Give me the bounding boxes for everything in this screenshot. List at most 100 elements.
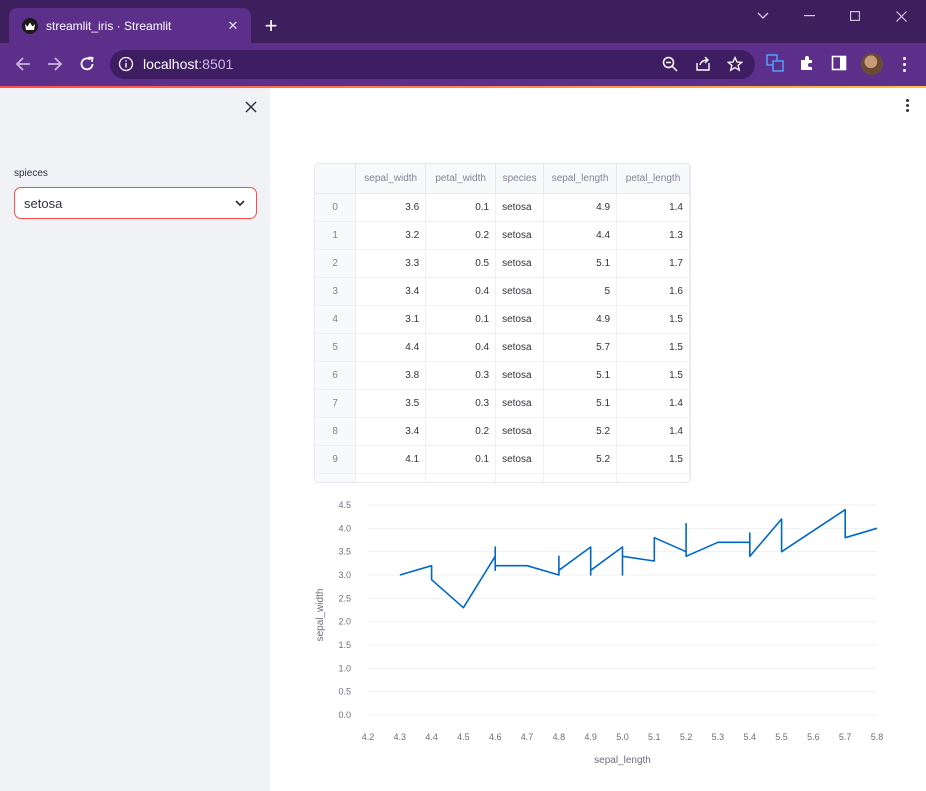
table-cell[interactable]: 3.1 [355,305,427,334]
row-index[interactable]: 8 [315,417,357,446]
table-cell[interactable]: setosa [495,221,545,250]
row-index[interactable]: 2 [315,249,357,278]
table-cell[interactable]: 4.9 [543,193,618,222]
index-header[interactable] [315,164,357,194]
row-index[interactable]: 6 [315,361,357,390]
close-window-button[interactable] [878,4,924,28]
maximize-button[interactable] [832,4,878,28]
main-menu-icon[interactable] [902,99,912,113]
column-header-petal_length[interactable]: petal_length [616,164,690,194]
table-cell[interactable]: 3.4 [355,417,427,446]
minimize-button[interactable] [786,4,832,28]
table-cell[interactable]: 5.1 [543,389,618,418]
table-row[interactable]: 5 4.4 0.4 setosa 5.7 1.5 [315,333,690,362]
reload-button[interactable] [73,50,101,78]
table-cell[interactable]: 4.1 [355,445,427,474]
table-cell[interactable]: 5 [543,277,618,306]
table-cell[interactable]: 1.7 [616,249,690,278]
browser-tab[interactable]: streamlit_iris · Streamlit ✕ [9,8,251,43]
table-cell[interactable]: 1.6 [616,277,690,306]
table-cell[interactable]: setosa [495,445,545,474]
table-cell[interactable]: 5.1 [543,249,618,278]
table-cell[interactable] [495,473,545,482]
row-index[interactable] [315,473,357,482]
table-row[interactable]: 7 3.5 0.3 setosa 5.1 1.4 [315,389,690,418]
column-header-species[interactable]: species [495,164,545,194]
table-cell[interactable]: 0.2 [425,221,497,250]
table-cell[interactable]: 0.4 [425,277,497,306]
row-index[interactable]: 0 [315,193,357,222]
table-row[interactable]: 4 3.1 0.1 setosa 4.9 1.5 [315,305,690,334]
zoom-icon[interactable] [659,53,681,75]
table-cell[interactable]: 0.5 [425,249,497,278]
table-cell[interactable]: setosa [495,305,545,334]
table-cell[interactable]: 1.5 [616,333,690,362]
browser-menu-icon[interactable] [895,53,913,75]
table-cell[interactable]: setosa [495,389,545,418]
table-cell[interactable]: 5.1 [543,361,618,390]
table-cell[interactable]: 3.3 [355,249,427,278]
table-cell[interactable]: 4.4 [543,221,618,250]
table-cell[interactable] [543,473,618,482]
site-info-icon[interactable] [118,56,134,72]
table-cell[interactable]: 1.3 [616,221,690,250]
table-cell[interactable]: 3.4 [355,277,427,306]
bookmark-star-icon[interactable] [724,53,746,75]
table-cell[interactable]: setosa [495,249,545,278]
row-index[interactable]: 7 [315,389,357,418]
table-cell[interactable]: 3.8 [355,361,427,390]
address-bar[interactable] [110,50,755,79]
table-cell[interactable]: 0.3 [425,361,497,390]
table-cell[interactable]: setosa [495,333,545,362]
table-cell[interactable]: 5.2 [543,445,618,474]
table-cell[interactable]: 1.5 [616,361,690,390]
species-select[interactable]: setosa [14,187,257,219]
table-cell[interactable]: 0.1 [425,445,497,474]
close-sidebar-icon[interactable] [243,99,259,115]
row-index[interactable]: 1 [315,221,357,250]
table-cell[interactable]: 1.4 [616,389,690,418]
table-cell[interactable]: 0.1 [425,305,497,334]
table-row[interactable] [315,473,690,482]
table-cell[interactable]: 0.1 [425,193,497,222]
table-cell[interactable]: 1.4 [616,417,690,446]
extensions-puzzle-icon[interactable] [795,51,819,75]
tab-search-chevron-icon[interactable] [740,4,786,28]
table-cell[interactable]: 4.4 [355,333,427,362]
table-cell[interactable]: 5.7 [543,333,618,362]
table-cell[interactable]: setosa [495,193,545,222]
row-index[interactable]: 4 [315,305,357,334]
table-cell[interactable]: 1.5 [616,445,690,474]
table-cell[interactable]: 0.2 [425,417,497,446]
table-cell[interactable]: 3.2 [355,221,427,250]
url-text[interactable]: localhost:8501 [143,56,233,72]
side-panel-icon[interactable] [827,51,851,75]
table-cell[interactable]: 3.6 [355,193,427,222]
table-cell[interactable]: 3.5 [355,389,427,418]
back-button[interactable] [9,50,37,78]
table-row[interactable]: 8 3.4 0.2 setosa 5.2 1.4 [315,417,690,446]
column-header-sepal_width[interactable]: sepal_width [355,164,427,194]
table-cell[interactable] [425,473,497,482]
table-row[interactable]: 6 3.8 0.3 setosa 5.1 1.5 [315,361,690,390]
table-row[interactable]: 2 3.3 0.5 setosa 5.1 1.7 [315,249,690,278]
row-index[interactable]: 3 [315,277,357,306]
share-icon[interactable] [692,53,714,75]
column-header-petal_width[interactable]: petal_width [425,164,497,194]
close-tab-icon[interactable]: ✕ [227,17,239,33]
new-tab-button[interactable]: + [264,13,278,38]
table-cell[interactable]: setosa [495,361,545,390]
table-cell[interactable]: setosa [495,417,545,446]
table-row[interactable]: 0 3.6 0.1 setosa 4.9 1.4 [315,193,690,222]
table-row[interactable]: 1 3.2 0.2 setosa 4.4 1.3 [315,221,690,250]
column-header-sepal_length[interactable]: sepal_length [543,164,618,194]
table-cell[interactable]: 5.2 [543,417,618,446]
row-index[interactable]: 5 [315,333,357,362]
dataframe[interactable]: sepal_width petal_width species sepal_lengt… [314,163,691,483]
translate-extension-icon[interactable] [763,51,787,75]
forward-button[interactable] [41,50,69,78]
table-cell[interactable]: setosa [495,277,545,306]
line-chart[interactable]: 0.0 0.5 1.0 1.5 2.0 2.5 3.0 3.5 4.0 4.5 4.2 4.3 4.4 4… [310,495,890,770]
row-index[interactable]: 9 [315,445,357,474]
table-cell[interactable]: 1.5 [616,305,690,334]
